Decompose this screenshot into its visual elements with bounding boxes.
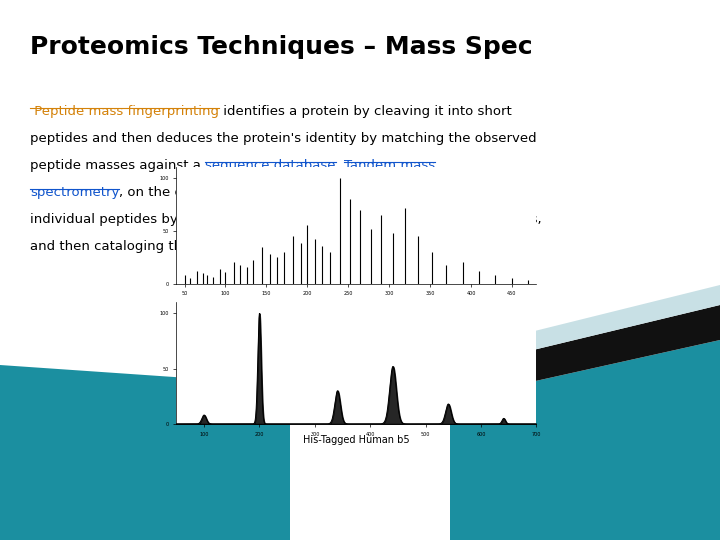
Text: produced.: produced. [288, 240, 359, 253]
Text: spectrometry: spectrometry [30, 186, 120, 199]
Text: , on the other hand, can get sequence information from: , on the other hand, can get sequence in… [120, 186, 492, 199]
Polygon shape [450, 340, 720, 540]
Text: Peptide mass fingerprinting: Peptide mass fingerprinting [30, 105, 219, 118]
Polygon shape [450, 285, 720, 370]
Text: .: . [336, 159, 344, 172]
Text: identifies a protein by cleaving it into short: identifies a protein by cleaving it into… [219, 105, 512, 118]
Text: Tandem mass: Tandem mass [344, 159, 435, 172]
Text: Proteomics Techniques – Mass Spec: Proteomics Techniques – Mass Spec [30, 35, 533, 59]
Text: ions: ions [261, 240, 288, 253]
Text: and then cataloging the fragment: and then cataloging the fragment [30, 240, 261, 253]
Polygon shape [450, 305, 720, 400]
Text: peptides and then deduces the protein's identity by matching the observed: peptides and then deduces the protein's … [30, 132, 536, 145]
Text: individual peptides by isolating them, colliding them with a nonreactive gas,: individual peptides by isolating them, c… [30, 213, 541, 226]
Text: peptide masses against a: peptide masses against a [30, 159, 205, 172]
Text: sequence database: sequence database [205, 159, 336, 172]
Polygon shape [0, 365, 290, 540]
Text: His-Tagged Human b5: His-Tagged Human b5 [303, 435, 410, 445]
